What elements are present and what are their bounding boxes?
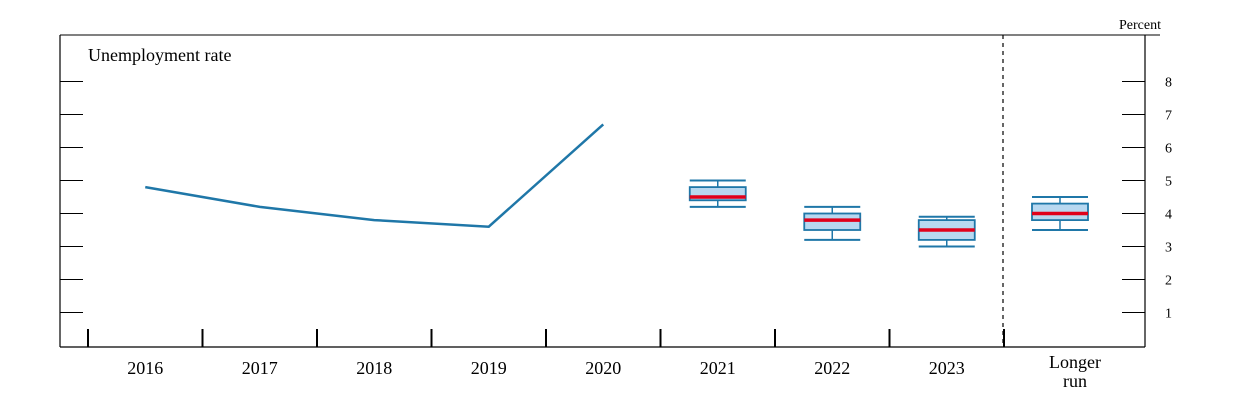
y-tick-label: 3 xyxy=(1165,241,1172,256)
y-tick-label: 5 xyxy=(1165,175,1172,190)
x-tick-label: 2018 xyxy=(356,358,392,378)
projection-box xyxy=(688,179,747,208)
y-tick-label: 1 xyxy=(1165,307,1172,322)
chart-title: Unemployment rate xyxy=(88,45,231,65)
x-tick-label: 2022 xyxy=(814,358,850,378)
history-series xyxy=(145,123,605,228)
x-tick-label: 2023 xyxy=(929,358,965,378)
chart-frame xyxy=(59,34,1160,348)
y-axis-ticks: 1 2 3 4 5 6 7 8 xyxy=(60,76,1172,322)
x-tick-label: 2020 xyxy=(585,358,621,378)
projection-box xyxy=(917,215,976,248)
projection-box xyxy=(803,205,862,241)
projection-box xyxy=(1031,196,1089,231)
projection-boxes xyxy=(688,179,1089,248)
x-tick-label: 2017 xyxy=(242,358,278,378)
y-tick-label: 7 xyxy=(1165,109,1172,124)
x-tick-label: 2021 xyxy=(700,358,736,378)
history-line xyxy=(145,123,605,228)
unit-label: Percent xyxy=(1119,18,1161,33)
x-tick-label: Longer run xyxy=(1049,352,1101,391)
x-tick-label: 2016 xyxy=(127,358,163,378)
y-tick-label: 4 xyxy=(1165,208,1172,223)
x-axis-ticks: 2016 2017 2018 2019 2020 2021 2022 2023 Longer ru… xyxy=(87,329,1101,391)
y-tick-label: 8 xyxy=(1165,76,1172,91)
x-tick-label: 2019 xyxy=(471,358,507,378)
y-tick-label: 6 xyxy=(1165,142,1172,157)
y-tick-label: 2 xyxy=(1165,274,1172,289)
